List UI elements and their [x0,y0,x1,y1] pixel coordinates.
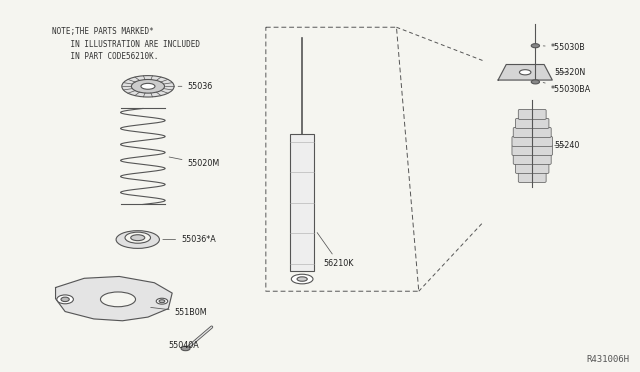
Ellipse shape [181,346,190,351]
Ellipse shape [520,70,531,75]
FancyBboxPatch shape [518,109,546,119]
Text: 55036: 55036 [178,82,212,91]
Text: 56210K: 56210K [317,232,354,268]
Ellipse shape [131,235,145,241]
Ellipse shape [156,298,168,304]
Ellipse shape [159,300,165,303]
Ellipse shape [131,80,164,93]
Ellipse shape [291,274,313,284]
Ellipse shape [116,231,159,248]
FancyBboxPatch shape [290,134,314,271]
Ellipse shape [61,297,69,302]
FancyBboxPatch shape [512,137,552,147]
Ellipse shape [100,292,136,307]
Text: NOTE;THE PARTS MARKED*
    IN ILLUSTRATION ARE INCLUDED
    IN PART CODE56210K.: NOTE;THE PARTS MARKED* IN ILLUSTRATION A… [52,27,200,61]
Ellipse shape [297,277,307,281]
Text: *55030B: *55030B [543,43,586,52]
Ellipse shape [141,83,155,89]
Ellipse shape [57,295,74,304]
FancyBboxPatch shape [515,163,549,173]
FancyBboxPatch shape [518,172,546,183]
FancyBboxPatch shape [515,118,549,128]
Text: 55240: 55240 [554,141,580,150]
Text: 55036*A: 55036*A [163,235,216,244]
FancyBboxPatch shape [512,145,552,155]
Ellipse shape [531,80,540,84]
FancyBboxPatch shape [513,154,551,164]
FancyBboxPatch shape [513,127,551,138]
Text: 55020M: 55020M [169,157,220,169]
Text: R431006H: R431006H [586,355,629,364]
Polygon shape [56,276,172,321]
Text: 55040A: 55040A [168,341,199,350]
Ellipse shape [122,76,174,97]
Text: 55320N: 55320N [554,68,586,77]
Text: 551B0M: 551B0M [150,307,207,317]
Ellipse shape [531,44,540,48]
Polygon shape [498,64,552,80]
Ellipse shape [125,232,150,243]
Text: *55030BA: *55030BA [543,83,591,94]
